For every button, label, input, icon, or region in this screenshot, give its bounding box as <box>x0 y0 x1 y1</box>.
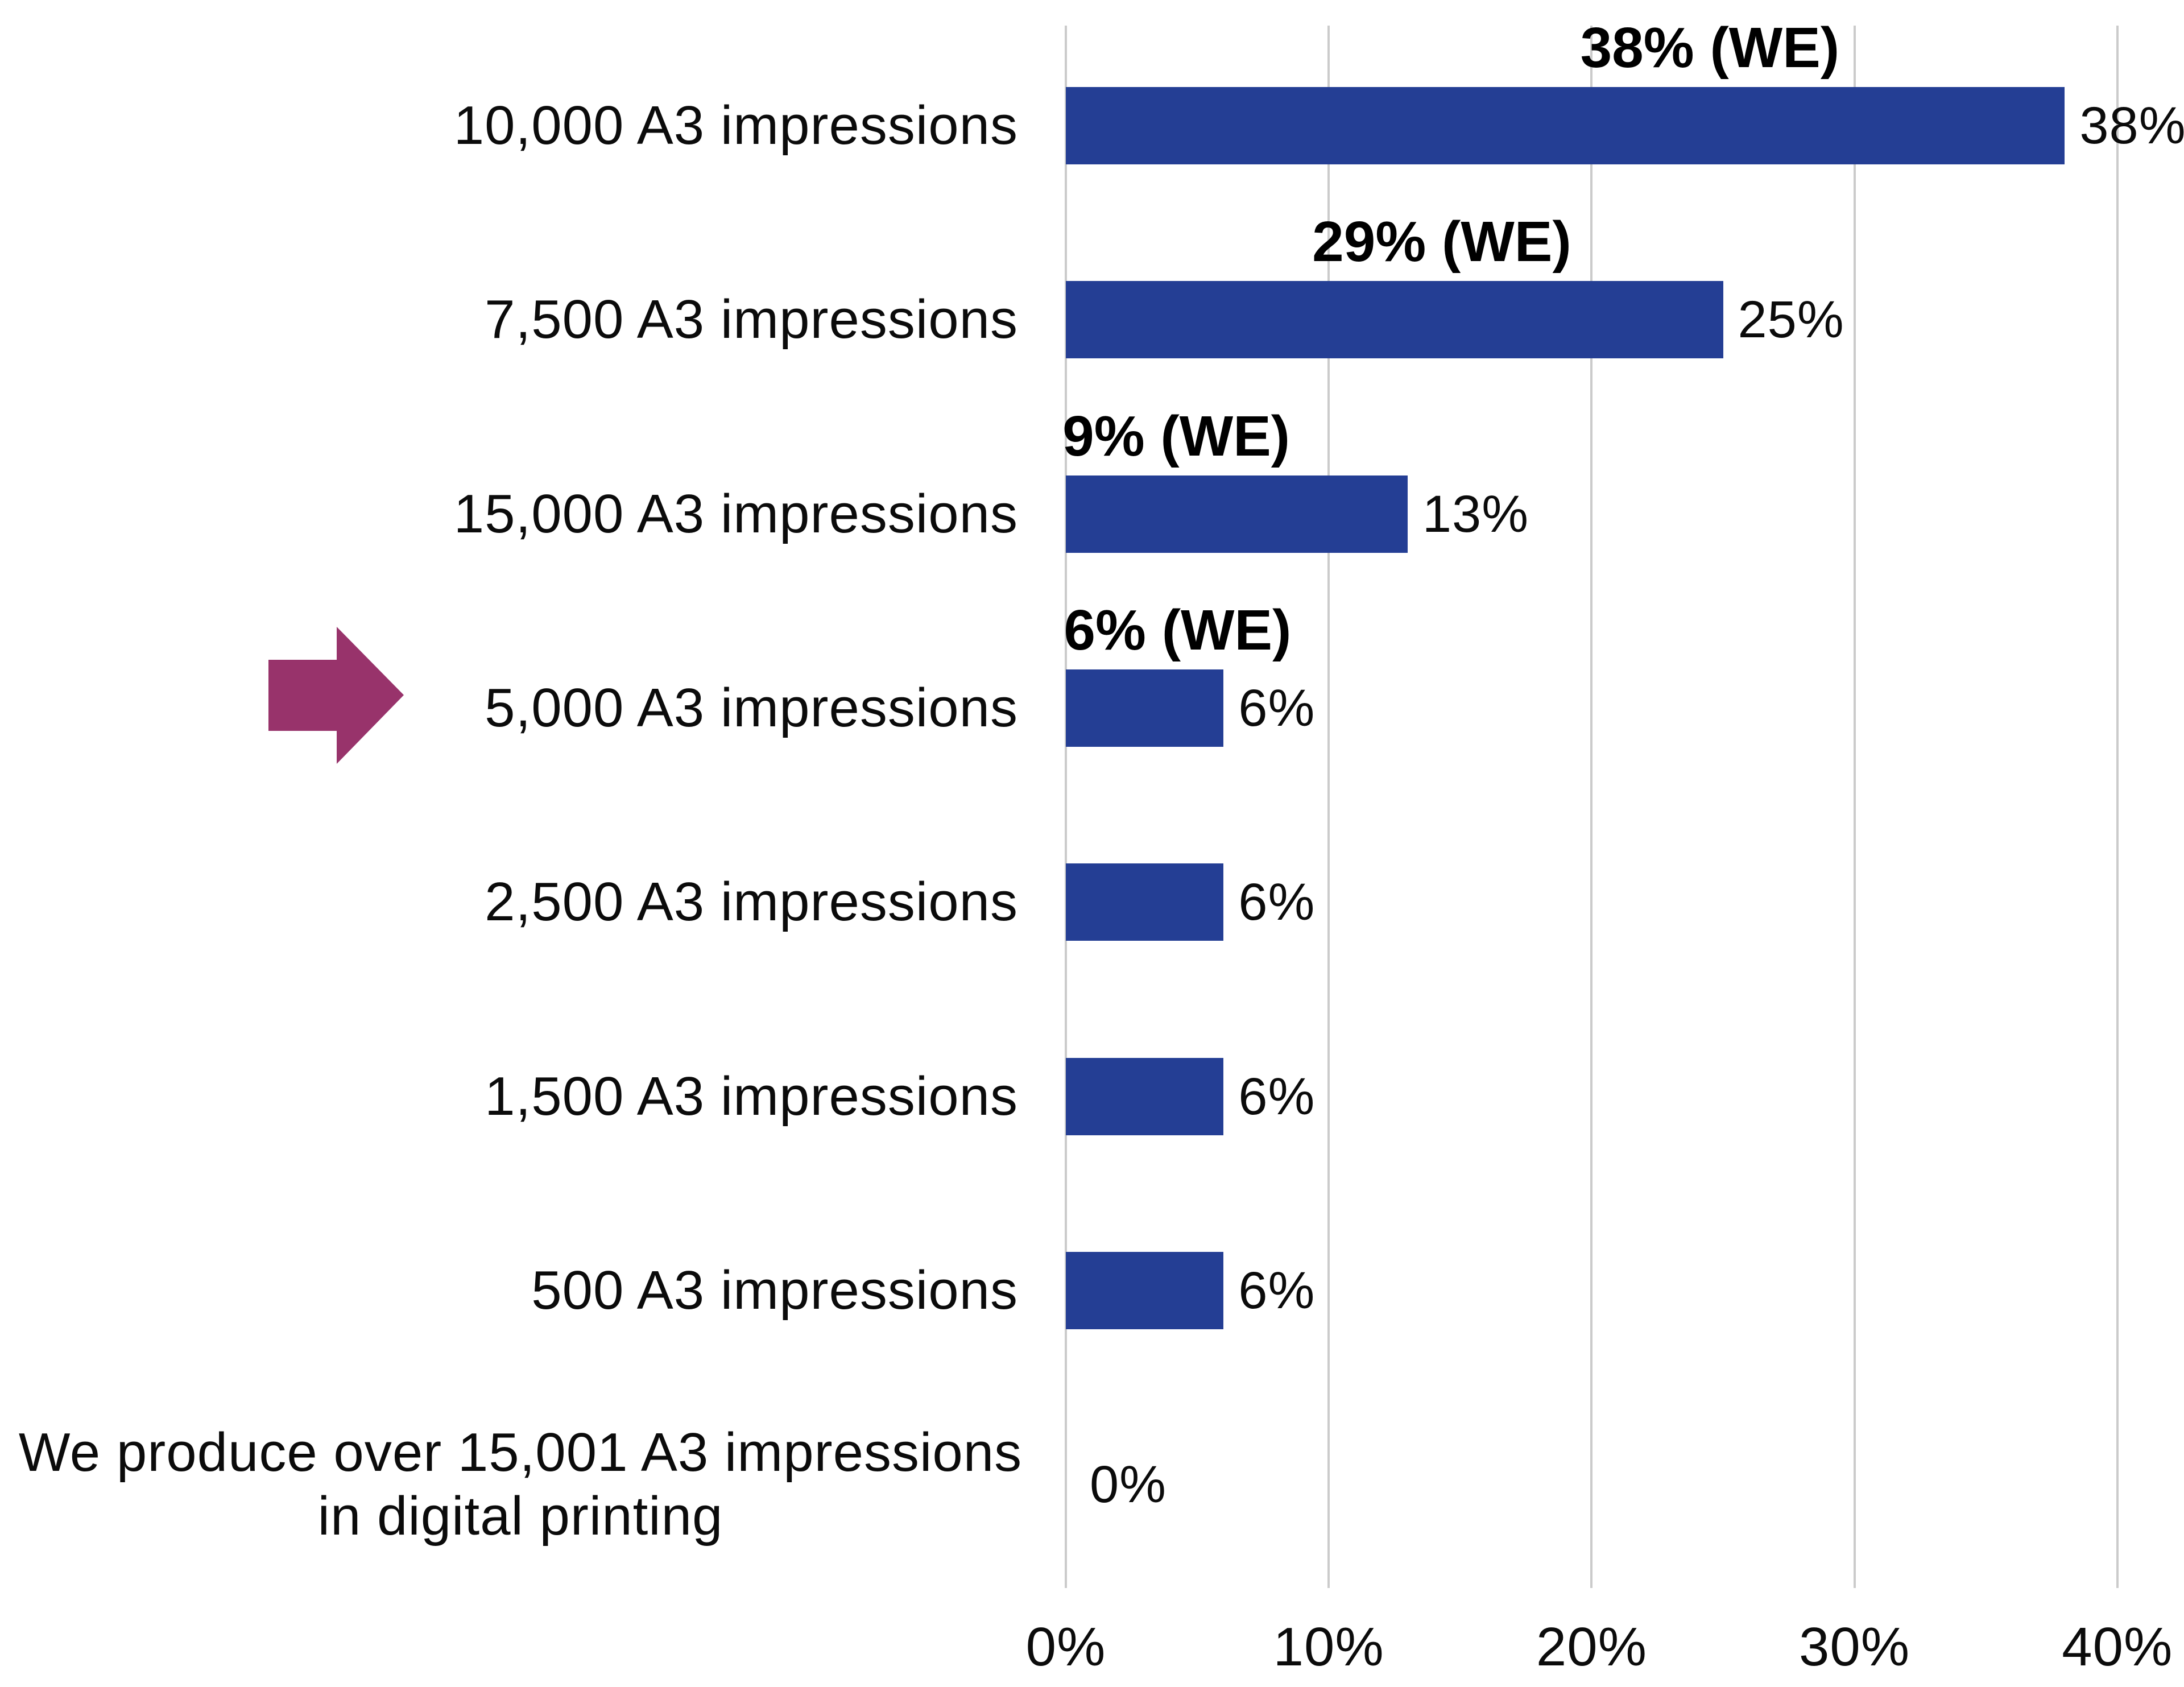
gridline-20pct <box>1590 26 1593 1588</box>
bar-4 <box>1066 863 1224 941</box>
x-axis-tick-label: 30% <box>1799 1616 1910 1677</box>
bar-6 <box>1066 1251 1224 1329</box>
bar-value-label: 6% <box>1238 1067 1316 1126</box>
bar-value-label: 6% <box>1238 679 1316 737</box>
right-arrow-icon <box>268 627 404 764</box>
category-label: 10,000 A3 impressions <box>453 95 1018 156</box>
category-label: 2,500 A3 impressions <box>485 871 1018 933</box>
bar-5 <box>1066 1057 1224 1135</box>
bar-value-label: 25% <box>1738 291 1844 349</box>
category-label: 5,000 A3 impressions <box>485 677 1018 738</box>
bar-value-label: 0% <box>1090 1456 1167 1514</box>
bar-value-label: 13% <box>1422 485 1529 543</box>
gridline-0pct <box>1065 26 1067 1588</box>
gridline-30pct <box>1853 26 1856 1588</box>
we-annotation-label: 29% (WE) <box>1312 210 1571 274</box>
we-annotation-label: 6% (WE) <box>1064 598 1292 662</box>
gridline-40pct <box>2116 26 2119 1588</box>
category-label: 7,500 A3 impressions <box>485 289 1018 350</box>
bar-value-label: 38% <box>2079 97 2184 155</box>
bar-1 <box>1066 281 1723 359</box>
category-label: 500 A3 impressions <box>531 1259 1018 1321</box>
bar-value-label: 6% <box>1238 1261 1316 1320</box>
x-axis-tick-label: 10% <box>1273 1616 1384 1677</box>
x-axis-tick-label: 20% <box>1536 1616 1647 1677</box>
bar-2 <box>1066 475 1408 553</box>
x-axis-tick-label: 40% <box>2062 1616 2173 1677</box>
bar-3 <box>1066 669 1224 747</box>
gridline-10pct <box>1327 26 1330 1588</box>
category-label: We produce over 15,001 A3 impressions in… <box>18 1422 1023 1547</box>
category-label: 1,500 A3 impressions <box>485 1065 1018 1127</box>
category-label: 15,000 A3 impressions <box>453 483 1018 544</box>
x-axis-tick-label: 0% <box>1025 1616 1106 1677</box>
we-annotation-label: 38% (WE) <box>1580 16 1840 80</box>
we-annotation-label: 9% (WE) <box>1062 404 1290 468</box>
bar-value-label: 6% <box>1238 873 1316 932</box>
bar-0 <box>1066 87 2065 164</box>
